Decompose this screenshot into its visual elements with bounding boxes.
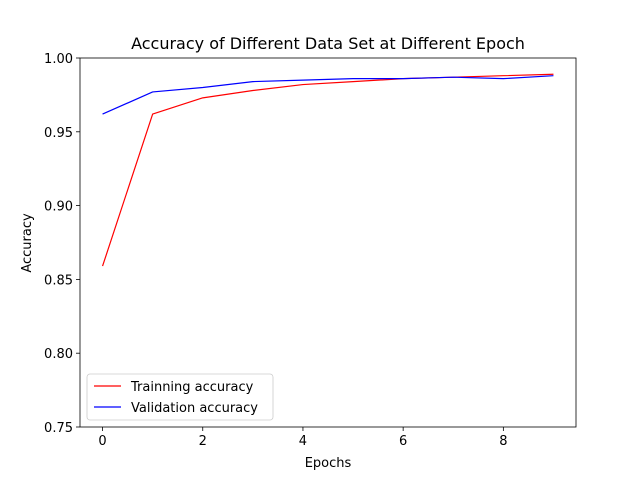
series-line-training (101, 73, 554, 267)
axes: 0 2 4 6 8 0.75 0.80 0.85 0.90 0.95 1.00 (44, 52, 577, 449)
legend-entry-label: Validation accuracy (131, 401, 258, 416)
y-tick-label: 0.75 (44, 421, 73, 436)
x-tick-label: 2 (199, 434, 207, 449)
y-axis-label: Accuracy (20, 213, 35, 273)
y-tick-label: 0.95 (44, 126, 73, 141)
chart-title: Accuracy of Different Data Set at Differ… (131, 34, 525, 53)
x-tick-label: 8 (499, 434, 507, 449)
x-tick-label: 4 (299, 434, 307, 449)
y-tick-label: 0.85 (44, 273, 73, 288)
y-tick-label: 0.90 (44, 200, 73, 215)
plot-area (101, 73, 554, 267)
legend-entry-label: Trainning accuracy (130, 380, 254, 395)
axes-frame (79, 57, 577, 428)
x-axis-label: Epochs (305, 456, 352, 471)
legend-box (86, 373, 274, 421)
legend: Trainning accuracy Validation accuracy (86, 373, 274, 421)
y-tick-label: 0.80 (44, 347, 73, 362)
x-tick-label: 0 (98, 434, 106, 449)
series-line-validation (102, 75, 554, 115)
x-tick-label: 6 (399, 434, 407, 449)
y-tick-label: 1.00 (44, 52, 73, 67)
